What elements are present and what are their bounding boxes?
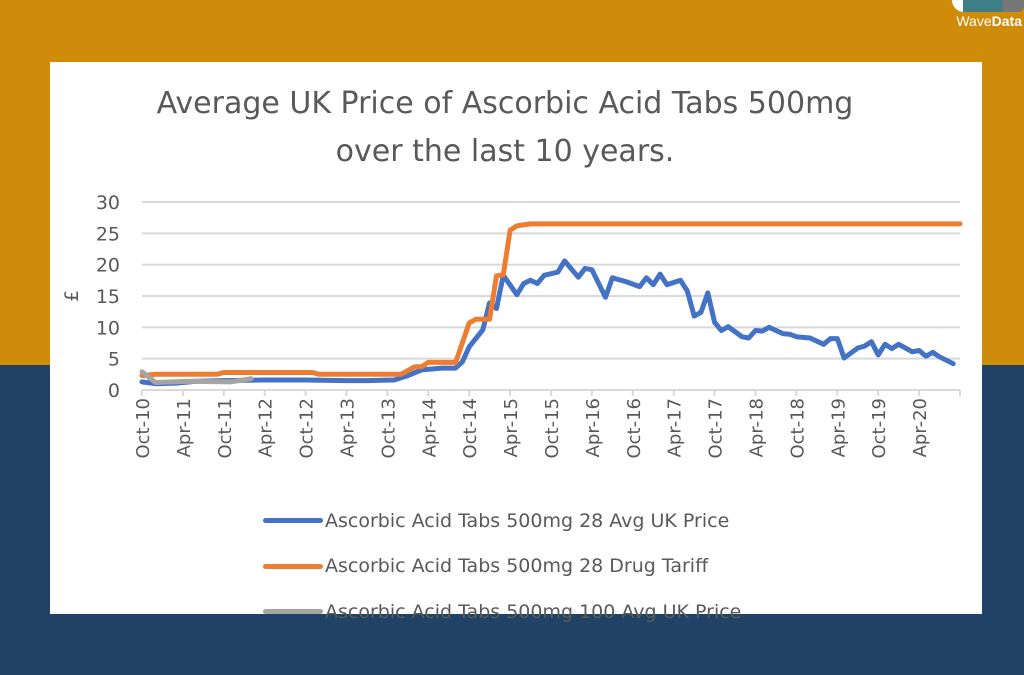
x-tick-label: Apr-20	[910, 398, 931, 457]
y-tick-label: 0	[108, 380, 120, 402]
legend-label: Ascorbic Acid Tabs 500mg 28 Avg UK Price	[325, 509, 730, 532]
x-tick-label: Apr-13	[338, 398, 359, 457]
x-tick-label: Oct-11	[215, 398, 236, 459]
legend-item-tariff-28: Ascorbic Acid Tabs 500mg 28 Drug Tariff	[263, 544, 741, 590]
wave-logo-icon	[952, 0, 1024, 12]
wavedata-logo: WaveData	[944, 0, 1024, 34]
x-tick-label: Oct-15	[542, 398, 563, 459]
x-tick-label: Apr-17	[665, 398, 686, 457]
x-tick-label: Oct-13	[378, 398, 399, 459]
x-tick-label: Oct-18	[787, 398, 808, 459]
y-tick-label: 20	[96, 255, 120, 277]
legend-swatch-orange	[263, 563, 323, 569]
x-tick-label: Oct-10	[133, 398, 154, 459]
legend-swatch-gray	[263, 609, 323, 615]
y-tick-label: 10	[96, 317, 120, 339]
chart-card	[50, 62, 982, 614]
y-tick-label: 15	[96, 286, 120, 308]
series-line-1	[139, 221, 963, 379]
chart-title-line2: over the last 10 years.	[335, 134, 675, 169]
logo-text: WaveData	[956, 13, 1022, 29]
legend: Ascorbic Acid Tabs 500mg 28 Avg UK Price…	[263, 498, 741, 635]
x-tick-label: Apr-16	[583, 398, 604, 457]
x-tick-label: Apr-18	[747, 398, 768, 457]
x-tick-label: Oct-19	[869, 398, 890, 459]
legend-label: Ascorbic Acid Tabs 500mg 100 Avg UK Pric…	[325, 600, 742, 623]
x-tick-label: Apr-14	[419, 398, 440, 457]
x-tick-label: Apr-11	[174, 398, 195, 457]
legend-swatch-blue	[263, 518, 323, 524]
chart-title-line1: Average UK Price of Ascorbic Acid Tabs 5…	[156, 86, 854, 121]
legend-label: Ascorbic Acid Tabs 500mg 28 Drug Tariff	[325, 555, 709, 578]
series-line-0	[139, 258, 956, 387]
y-axis-label: £	[61, 290, 83, 302]
x-tick-label: Oct-12	[297, 398, 318, 459]
legend-item-avg-100: Ascorbic Acid Tabs 500mg 100 Avg UK Pric…	[263, 589, 741, 635]
x-tick-label: Oct-14	[460, 398, 481, 459]
x-tick-label: Oct-16	[624, 398, 645, 459]
y-tick-label: 25	[96, 223, 120, 245]
x-tick-label: Apr-12	[256, 398, 277, 457]
chart-title: Average UK Price of Ascorbic Acid Tabs 5…	[50, 80, 960, 176]
y-tick-label: 5	[108, 349, 120, 371]
x-tick-label: Oct-17	[706, 398, 727, 459]
x-tick-label: Apr-15	[501, 398, 522, 457]
y-tick-label: 30	[96, 192, 120, 214]
x-tick-label: Apr-19	[828, 398, 849, 457]
legend-item-avg-28: Ascorbic Acid Tabs 500mg 28 Avg UK Price	[263, 498, 741, 544]
